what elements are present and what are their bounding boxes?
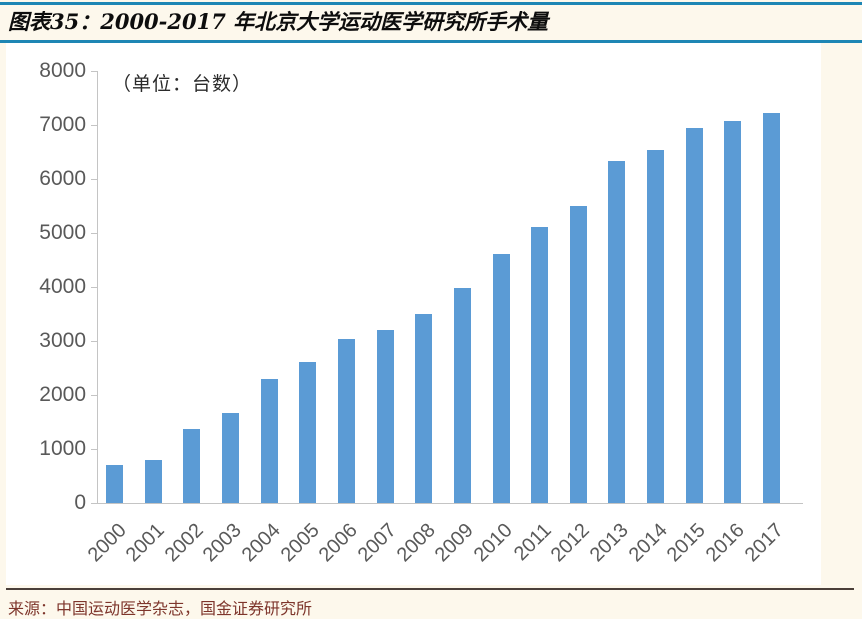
source-divider-rule bbox=[6, 588, 854, 590]
bar-2007 bbox=[376, 329, 394, 503]
bar-2013 bbox=[608, 161, 626, 503]
y-tick-label: 2000 bbox=[39, 383, 86, 406]
bar-2012 bbox=[569, 206, 587, 503]
y-tick-label: 3000 bbox=[39, 329, 86, 352]
y-tick-label: 1000 bbox=[39, 437, 86, 460]
y-axis-tick bbox=[91, 395, 97, 396]
bar-2016 bbox=[724, 120, 742, 503]
bar-2003 bbox=[221, 413, 239, 503]
y-axis-tick bbox=[91, 71, 97, 72]
y-tick-label: 8000 bbox=[39, 59, 86, 82]
bar-2015 bbox=[685, 127, 703, 503]
bar-2006 bbox=[337, 338, 355, 503]
bar-2017 bbox=[763, 112, 781, 503]
y-axis-tick bbox=[91, 449, 97, 450]
y-axis-tick bbox=[91, 341, 97, 342]
y-tick-label: 5000 bbox=[39, 221, 86, 244]
y-tick-label: 6000 bbox=[39, 167, 86, 190]
title-bottom-rule bbox=[0, 40, 862, 43]
y-axis-line bbox=[97, 71, 98, 503]
y-axis-tick bbox=[91, 179, 97, 180]
bar-2009 bbox=[453, 288, 471, 503]
bar-2014 bbox=[647, 149, 665, 503]
bar-2008 bbox=[415, 314, 433, 503]
y-axis-tick bbox=[91, 287, 97, 288]
source-note: 来源：中国运动医学杂志，国金证券研究所 bbox=[8, 599, 313, 618]
bar-2000 bbox=[106, 465, 123, 503]
bar-2001 bbox=[144, 459, 162, 503]
bar-2004 bbox=[260, 379, 278, 503]
bar-2011 bbox=[531, 226, 549, 503]
y-axis-tick bbox=[91, 233, 97, 234]
chart-canvas: （单位：台数） 0 1000 2000 3000 4000 5000 6000 7000 800… bbox=[6, 43, 821, 585]
y-tick-label: 0 bbox=[74, 491, 86, 514]
y-tick-label: 4000 bbox=[39, 275, 86, 298]
x-axis-line bbox=[91, 503, 803, 504]
y-tick-label: 7000 bbox=[39, 113, 86, 136]
unit-label: （单位：台数） bbox=[112, 73, 253, 95]
bar-2005 bbox=[299, 361, 317, 503]
y-axis-tick bbox=[91, 125, 97, 126]
bar-2010 bbox=[492, 253, 510, 503]
bar-2002 bbox=[183, 429, 201, 503]
title-top-rule bbox=[0, 2, 862, 5]
figure-title: 图表35：2000-2017 年北京大学运动医学研究所手术量 bbox=[8, 9, 549, 34]
